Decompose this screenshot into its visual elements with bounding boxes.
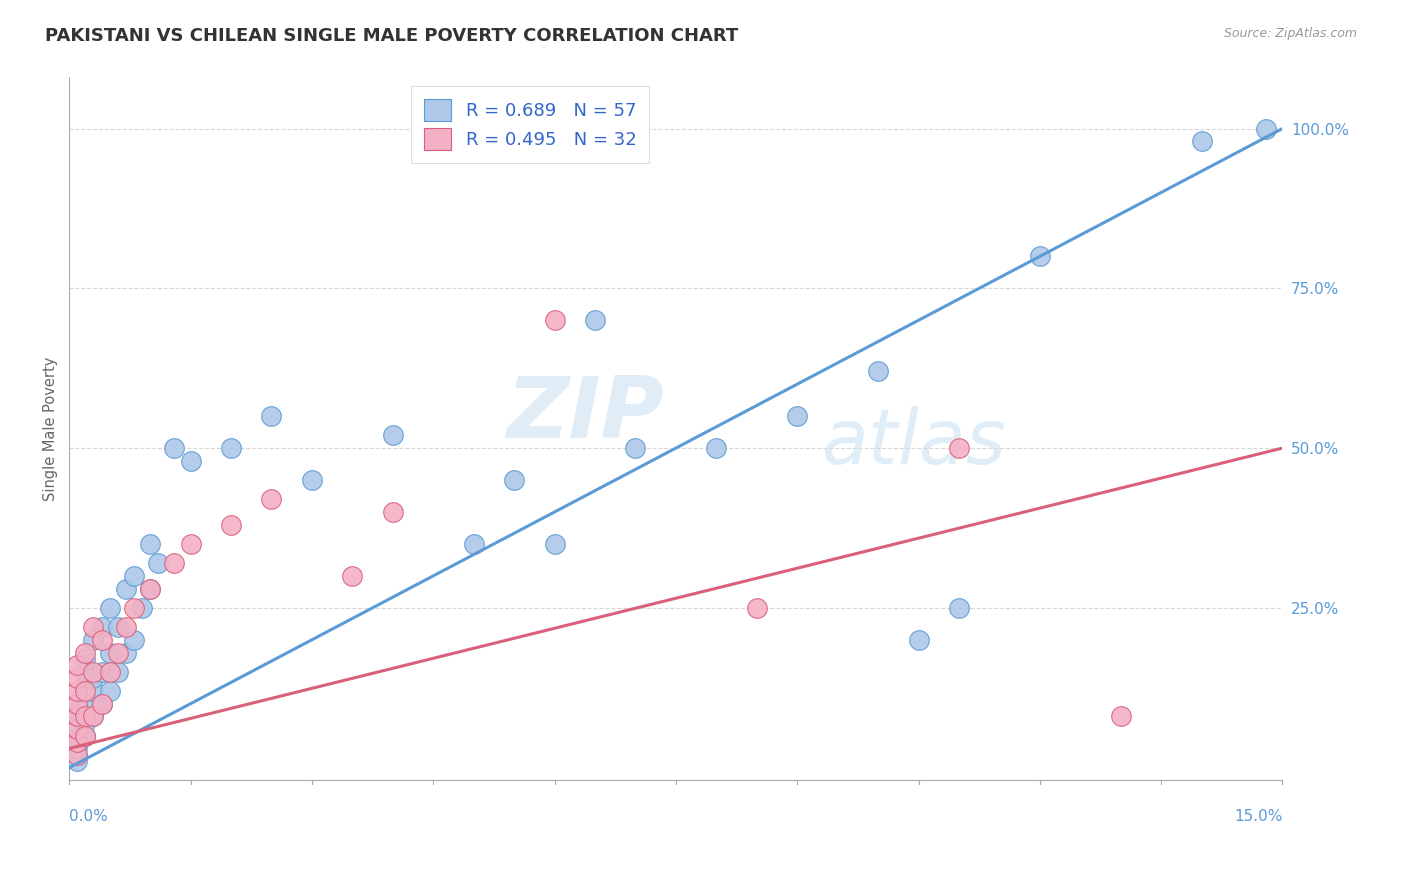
Point — [66, 754, 89, 768]
Point — [115, 646, 138, 660]
Point — [82, 632, 104, 647]
Point — [1191, 134, 1213, 148]
Point — [75, 646, 97, 660]
Point — [463, 537, 485, 551]
Point — [75, 665, 97, 679]
Point — [148, 556, 170, 570]
Point — [139, 582, 162, 596]
Point — [66, 723, 89, 737]
Point — [66, 703, 89, 717]
Point — [107, 646, 129, 660]
Point — [66, 747, 89, 762]
Text: PAKISTANI VS CHILEAN SINGLE MALE POVERTY CORRELATION CHART: PAKISTANI VS CHILEAN SINGLE MALE POVERTY… — [45, 27, 738, 45]
Point — [122, 600, 145, 615]
Point — [66, 735, 89, 749]
Text: Source: ZipAtlas.com: Source: ZipAtlas.com — [1223, 27, 1357, 40]
Text: 15.0%: 15.0% — [1234, 809, 1282, 824]
Point — [75, 652, 97, 666]
Point — [115, 582, 138, 596]
Point — [75, 729, 97, 743]
Point — [624, 441, 647, 455]
Point — [139, 582, 162, 596]
Point — [82, 671, 104, 685]
Point — [75, 715, 97, 730]
Point — [66, 684, 89, 698]
Point — [66, 671, 89, 685]
Point — [75, 684, 97, 698]
Point — [107, 665, 129, 679]
Point — [868, 364, 890, 378]
Point — [66, 658, 89, 673]
Point — [66, 735, 89, 749]
Point — [82, 684, 104, 698]
Point — [131, 600, 153, 615]
Point — [381, 505, 404, 519]
Point — [1109, 709, 1132, 723]
Y-axis label: Single Male Poverty: Single Male Poverty — [44, 357, 58, 501]
Point — [1029, 249, 1052, 263]
Point — [66, 709, 89, 723]
Point — [139, 537, 162, 551]
Point — [704, 441, 727, 455]
Point — [948, 441, 970, 455]
Point — [75, 677, 97, 691]
Point — [163, 556, 186, 570]
Point — [90, 620, 112, 634]
Point — [90, 665, 112, 679]
Point — [75, 703, 97, 717]
Point — [180, 454, 202, 468]
Point — [90, 697, 112, 711]
Point — [66, 741, 89, 756]
Point — [66, 697, 89, 711]
Point — [260, 492, 283, 507]
Point — [75, 729, 97, 743]
Point — [98, 600, 121, 615]
Point — [1256, 121, 1278, 136]
Point — [786, 409, 808, 424]
Point — [75, 690, 97, 705]
Point — [122, 569, 145, 583]
Point — [82, 709, 104, 723]
Point — [66, 709, 89, 723]
Point — [90, 697, 112, 711]
Point — [115, 620, 138, 634]
Point — [107, 620, 129, 634]
Point — [66, 715, 89, 730]
Point — [907, 632, 929, 647]
Point — [66, 747, 89, 762]
Point — [180, 537, 202, 551]
Point — [342, 569, 364, 583]
Point — [745, 600, 768, 615]
Text: ZIP: ZIP — [506, 374, 664, 457]
Point — [90, 632, 112, 647]
Point — [82, 620, 104, 634]
Point — [98, 684, 121, 698]
Point — [122, 632, 145, 647]
Legend: R = 0.689   N = 57, R = 0.495   N = 32: R = 0.689 N = 57, R = 0.495 N = 32 — [412, 87, 650, 163]
Point — [98, 665, 121, 679]
Point — [82, 697, 104, 711]
Point — [219, 517, 242, 532]
Point — [503, 473, 526, 487]
Point — [583, 313, 606, 327]
Point — [75, 709, 97, 723]
Point — [543, 313, 565, 327]
Point — [66, 729, 89, 743]
Point — [948, 600, 970, 615]
Text: 0.0%: 0.0% — [69, 809, 108, 824]
Point — [82, 665, 104, 679]
Point — [163, 441, 186, 455]
Point — [66, 697, 89, 711]
Point — [301, 473, 323, 487]
Point — [98, 646, 121, 660]
Point — [381, 428, 404, 442]
Point — [82, 709, 104, 723]
Point — [543, 537, 565, 551]
Point — [66, 723, 89, 737]
Point — [219, 441, 242, 455]
Point — [260, 409, 283, 424]
Text: atlas: atlas — [821, 406, 1005, 480]
